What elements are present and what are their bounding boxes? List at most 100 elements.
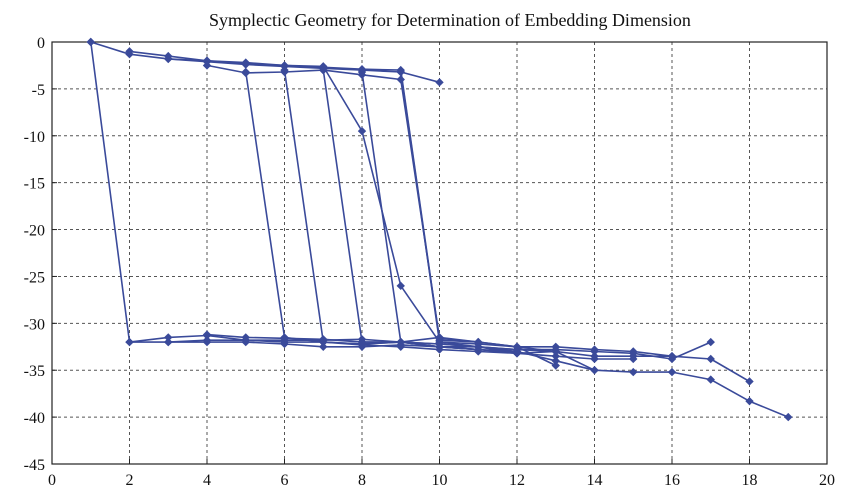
data-point <box>474 347 483 356</box>
data-point <box>629 367 638 377</box>
y-axis: 0 -5 -10 -15 -20 -25 -30 -35 -40 -45 <box>24 35 57 474</box>
data-point <box>164 333 173 342</box>
y-tick-label: -40 <box>24 410 45 427</box>
y-tick-label: -5 <box>32 82 45 99</box>
data-point <box>280 339 289 349</box>
series-line <box>245 71 595 371</box>
data-point <box>280 333 289 342</box>
data-point <box>435 337 444 347</box>
series-line <box>439 336 789 418</box>
y-tick-label: -15 <box>24 176 45 193</box>
data-point <box>241 58 250 67</box>
y-tick-label: -30 <box>24 316 45 333</box>
series-11 <box>319 65 677 361</box>
data-point <box>435 333 444 342</box>
x-tick-label: 20 <box>819 472 835 489</box>
data-point <box>396 342 405 351</box>
series-line <box>90 41 440 343</box>
x-tick-label: 2 <box>126 472 134 489</box>
series-line <box>90 41 440 84</box>
series-line <box>168 58 518 353</box>
data-point <box>125 337 134 347</box>
y-tick-label: -10 <box>24 129 45 146</box>
y-tick-label: 0 <box>37 35 45 52</box>
data-point <box>396 75 405 84</box>
data-point <box>745 396 754 406</box>
series-line <box>400 71 750 383</box>
data-point <box>396 337 405 347</box>
x-tick-label: 18 <box>742 472 758 489</box>
data-point <box>551 351 560 361</box>
data-point <box>241 337 250 347</box>
data-point <box>319 65 328 75</box>
data-point <box>319 342 328 351</box>
data-point <box>590 351 599 361</box>
data-point <box>435 342 444 351</box>
data-point <box>551 342 560 351</box>
data-point <box>357 126 367 136</box>
grid-layer <box>52 42 827 464</box>
data-point <box>125 47 134 56</box>
y-tick-label: -25 <box>24 269 45 286</box>
y-tick-label: -45 <box>24 457 45 474</box>
x-tick-label: 0 <box>48 472 56 489</box>
data-point <box>512 342 522 351</box>
series-9 <box>241 67 599 375</box>
y-tick-label: -20 <box>24 223 45 240</box>
chart-title: Symplectic Geometry for Determination of… <box>209 10 691 30</box>
data-point <box>784 412 793 422</box>
x-tick-label: 8 <box>358 472 366 489</box>
data-point <box>241 67 250 77</box>
data-point <box>629 347 638 356</box>
data-point <box>396 281 405 291</box>
data-point <box>280 61 289 70</box>
series-layer <box>86 37 793 422</box>
series-line <box>206 64 557 367</box>
data-point <box>667 367 677 377</box>
x-tick-label: 16 <box>664 472 680 489</box>
x-axis: 0 2 4 6 8 10 12 14 16 18 20 <box>48 459 835 489</box>
series-13 <box>396 67 754 386</box>
data-point <box>164 337 173 347</box>
data-point <box>551 347 560 356</box>
data-point <box>202 337 212 347</box>
series-14 <box>435 333 793 422</box>
data-point <box>357 337 367 347</box>
data-point <box>202 61 212 70</box>
y-tick-label: -35 <box>24 363 45 380</box>
data-point <box>280 65 289 75</box>
x-tick-label: 6 <box>281 472 289 489</box>
x-tick-label: 14 <box>587 472 603 489</box>
data-point <box>164 54 173 64</box>
x-tick-label: 12 <box>509 472 525 489</box>
data-point <box>706 375 715 384</box>
data-point <box>357 67 367 77</box>
data-point <box>551 356 560 366</box>
series-12 <box>357 67 715 364</box>
data-point <box>551 361 560 370</box>
data-point <box>590 366 599 375</box>
data-point <box>706 337 715 347</box>
series-line <box>322 69 672 358</box>
x-tick-label: 4 <box>203 472 211 489</box>
series-line <box>283 69 634 360</box>
data-point <box>435 78 444 87</box>
data-point <box>319 337 328 347</box>
data-point <box>202 56 212 65</box>
data-point <box>745 377 754 386</box>
data-point <box>590 345 599 354</box>
series-line <box>361 71 712 360</box>
series-3 <box>125 47 483 347</box>
data-point <box>474 337 483 347</box>
x-tick-label: 10 <box>432 472 448 489</box>
series-line <box>129 50 479 343</box>
data-point <box>396 67 405 77</box>
data-point <box>706 354 715 364</box>
series-10 <box>280 65 638 364</box>
data-point <box>86 37 95 47</box>
series-2 <box>86 37 444 347</box>
data-point <box>202 330 212 339</box>
data-point <box>241 333 250 342</box>
